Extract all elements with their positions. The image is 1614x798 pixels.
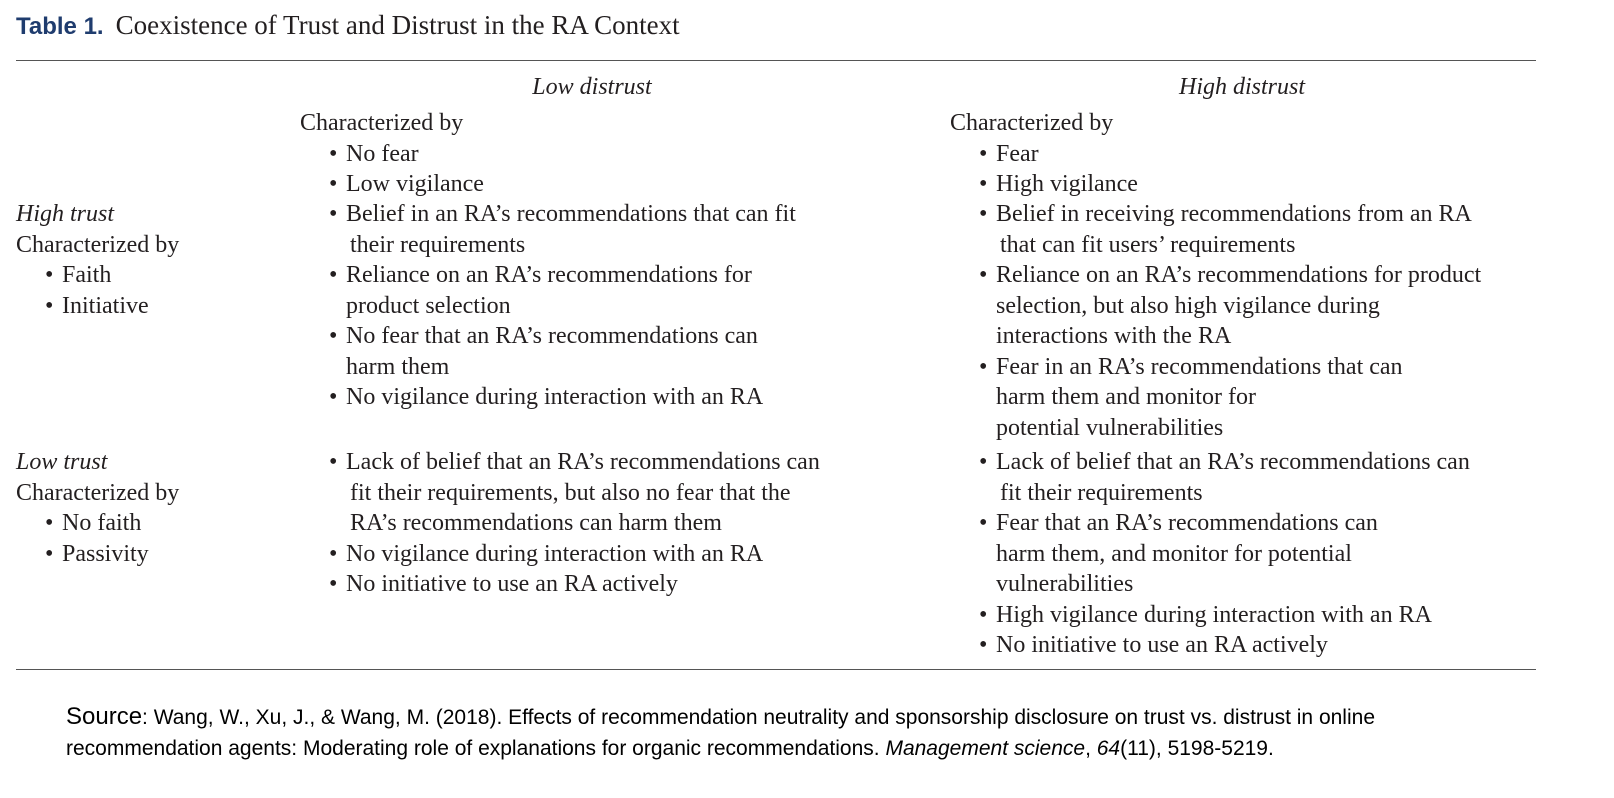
- row-header-high-trust: High trust Characterized by Faith Initia…: [16, 199, 179, 321]
- list-item-line: RA’s recommendations can harm them: [350, 510, 722, 536]
- list-item-line: Fear that an RA’s recommendations can: [996, 510, 1378, 536]
- journal-volume: 64: [1096, 737, 1121, 760]
- list-item-line: harm them: [346, 353, 450, 380]
- row-label-high-trust: High trust: [16, 201, 115, 227]
- list-item: No fear that an RA’s recommendations can…: [326, 321, 796, 382]
- list-item-line: No initiative to use an RA actively: [346, 571, 678, 597]
- list-item: Reliance on an RA’s recommendations for …: [326, 260, 796, 321]
- cell-low-trust-low-distrust: Lack of belief that an RA’s recommendati…: [326, 447, 820, 600]
- list-item: Lack of belief that an RA’s recommendati…: [976, 447, 1470, 508]
- list-item: No faith: [42, 508, 179, 539]
- list-item: No vigilance during interaction with an …: [326, 539, 820, 570]
- list-item-line: Reliance on an RA’s recommendations for: [346, 262, 752, 288]
- list-item: Fear in an RA’s recommendations that can…: [976, 352, 1481, 444]
- characterized-by-label: Characterized by: [300, 110, 464, 136]
- row-label-low-trust: Low trust: [16, 449, 108, 475]
- citation-line: Source: Wang, W., Xu, J., & Wang, M. (20…: [66, 701, 1566, 733]
- characterized-by-label: Characterized by: [950, 110, 1114, 136]
- list-item-line: Fear in an RA’s recommendations that can: [996, 353, 1403, 380]
- table-number: Table 1.: [16, 13, 104, 40]
- column-header-high-distrust: High distrust: [1178, 74, 1306, 100]
- table-title: Table 1. Coexistence of Trust and Distru…: [16, 10, 680, 44]
- list-item-line: vulnerabilities: [996, 571, 1134, 597]
- list-item-line: Belief in receiving recommendations from…: [996, 201, 1472, 227]
- list-item-line: Belief in an RA’s recommendations that c…: [346, 201, 796, 227]
- bullet-list: Belief in an RA’s recommendations that c…: [326, 199, 796, 413]
- list-item-line: harm them, and monitor for potential: [996, 540, 1352, 567]
- bullet-list: Belief in receiving recommendations from…: [976, 199, 1481, 443]
- list-item: Belief in receiving recommendations from…: [976, 199, 1481, 260]
- list-item-line: harm them and monitor for: [996, 384, 1256, 410]
- list-item-line: fit their requirements: [1000, 479, 1203, 506]
- list-item-line: No initiative to use an RA actively: [996, 632, 1328, 658]
- list-item: Lack of belief that an RA’s recommendati…: [326, 447, 820, 539]
- top-rule: [16, 60, 1536, 61]
- list-item-line: Lack of belief that an RA’s recommendati…: [996, 449, 1470, 475]
- characterized-by-label: Characterized by: [16, 231, 180, 258]
- bullet-list: Fear High vigilance: [950, 139, 1138, 200]
- bullet-list: No faith Passivity: [16, 508, 179, 569]
- list-item: High vigilance during interaction with a…: [976, 600, 1470, 631]
- cell-low-trust-high-distrust: Lack of belief that an RA’s recommendati…: [976, 447, 1470, 661]
- column-header-low-distrust: Low distrust: [532, 74, 652, 100]
- list-item-line: No vigilance during interaction with an …: [346, 540, 764, 567]
- list-item-line: fit their requirements, but also no fear…: [350, 479, 791, 506]
- list-item: Faith: [42, 260, 179, 291]
- cell-high-trust-high-distrust: Belief in receiving recommendations from…: [976, 199, 1481, 443]
- bullet-list: Faith Initiative: [16, 260, 179, 321]
- table-caption: Coexistence of Trust and Distrust in the…: [115, 10, 680, 40]
- list-item: No initiative to use an RA actively: [326, 569, 820, 600]
- list-item-line: No vigilance during interaction with an …: [346, 384, 764, 410]
- characterized-by-label: Characterized by: [16, 479, 180, 506]
- bullet-list: Lack of belief that an RA’s recommendati…: [976, 447, 1470, 661]
- bullet-list: Lack of belief that an RA’s recommendati…: [326, 447, 820, 600]
- list-item: No initiative to use an RA actively: [976, 630, 1470, 661]
- list-item: Passivity: [42, 539, 179, 570]
- list-item-line: selection, but also high vigilance durin…: [996, 292, 1380, 319]
- citation-text: recommendation agents: Moderating role o…: [66, 737, 886, 760]
- list-item-line: potential vulnerabilities: [996, 414, 1224, 441]
- bottom-rule: [16, 669, 1536, 670]
- citation-issue-pages: (11), 5198-5219.: [1120, 737, 1274, 760]
- high-distrust-characterization: Characterized by Fear High vigilance: [950, 108, 1138, 200]
- list-item-line: High vigilance during interaction with a…: [996, 601, 1432, 628]
- list-item: Low vigilance: [326, 169, 484, 200]
- list-item-line: Lack of belief that an RA’s recommendati…: [346, 449, 820, 475]
- list-item-line: that can fit users’ requirements: [1000, 231, 1296, 258]
- citation-separator: ,: [1085, 737, 1097, 760]
- journal-name: Management science: [885, 737, 1086, 760]
- list-item-line: No fear that an RA’s recommendations can: [346, 323, 758, 349]
- source-citation: Source: Wang, W., Xu, J., & Wang, M. (20…: [66, 701, 1566, 764]
- cell-high-trust-low-distrust: Belief in an RA’s recommendations that c…: [326, 199, 796, 413]
- list-item: Belief in an RA’s recommendations that c…: [326, 199, 796, 260]
- list-item: Fear: [976, 139, 1138, 170]
- list-item: No fear: [326, 139, 484, 170]
- list-item-line: interactions with the RA: [996, 323, 1232, 349]
- list-item-line: product selection: [346, 292, 511, 319]
- list-item: High vigilance: [976, 169, 1138, 200]
- list-item: Reliance on an RA’s recommendations for …: [976, 260, 1481, 352]
- list-item-line: their requirements: [350, 231, 526, 258]
- list-item: Fear that an RA’s recommendations can ha…: [976, 508, 1470, 600]
- source-label: Source: [66, 703, 143, 730]
- bullet-list: No fear Low vigilance: [300, 139, 484, 200]
- row-header-low-trust: Low trust Characterized by No faith Pass…: [16, 447, 179, 569]
- list-item-line: Reliance on an RA’s recommendations for …: [996, 262, 1482, 288]
- list-item: Initiative: [42, 291, 179, 322]
- citation-line: recommendation agents: Moderating role o…: [66, 733, 1566, 764]
- citation-text: : Wang, W., Xu, J., & Wang, M. (2018). E…: [142, 706, 1375, 729]
- list-item: No vigilance during interaction with an …: [326, 382, 796, 413]
- low-distrust-characterization: Characterized by No fear Low vigilance: [300, 108, 484, 200]
